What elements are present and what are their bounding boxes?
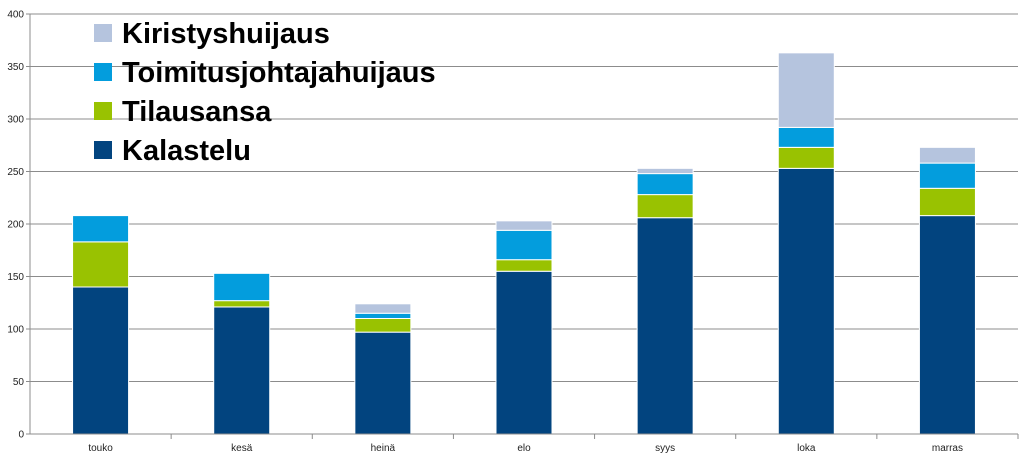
legend-swatch-kiristyshuijaus bbox=[94, 24, 112, 42]
bar-segment-kiristyshuijaus-syys bbox=[636, 167, 694, 175]
axes bbox=[26, 13, 1018, 435]
bar-segment-toimitusjohtajahuijaus-elo bbox=[495, 229, 553, 261]
x-tick-label: heinä bbox=[371, 443, 396, 454]
bar-segment-kiristyshuijaus-elo bbox=[495, 220, 553, 231]
y-axis-ticks: 0 50 100 150 200 250 300 350 400 bbox=[7, 10, 24, 441]
bar-segment-kalastelu-elo bbox=[495, 270, 553, 435]
legend-label-kiristyshuijaus: Kiristyshuijaus bbox=[122, 18, 330, 50]
x-tick-label: marras bbox=[932, 443, 963, 454]
bar-segment-kalastelu-loka bbox=[777, 167, 835, 435]
y-tick-label: 250 bbox=[7, 167, 24, 178]
legend-swatch-kalastelu bbox=[94, 141, 112, 159]
bar-segment-tilausansa-marras bbox=[918, 187, 976, 217]
y-tick-label: 50 bbox=[13, 377, 25, 388]
bar-segment-tilausansa-elo bbox=[495, 259, 553, 272]
bar-segment-toimitusjohtajahuijaus-kesä bbox=[213, 272, 271, 302]
y-tick-label: 400 bbox=[7, 10, 24, 21]
y-tick-label: 300 bbox=[7, 115, 24, 126]
bar-segment-toimitusjohtajahuijaus-heinä bbox=[354, 312, 412, 319]
bar-segment-tilausansa-kesä bbox=[213, 300, 271, 308]
legend-label-toimitusjohtajahuijaus: Toimitusjohtajahuijaus bbox=[122, 57, 436, 89]
bar-segment-toimitusjohtajahuijaus-touko bbox=[72, 215, 130, 243]
x-axis-ticks: touko kesä heinä elo syys loka marras bbox=[88, 434, 1019, 454]
legend-label-tilausansa: Tilausansa bbox=[122, 96, 272, 128]
bar-segment-kalastelu-touko bbox=[72, 286, 130, 435]
bar-segment-kalastelu-syys bbox=[636, 217, 694, 435]
legend-swatch-tilausansa bbox=[94, 102, 112, 120]
y-tick-label: 0 bbox=[18, 430, 24, 441]
bar-segment-toimitusjohtajahuijaus-marras bbox=[918, 162, 976, 189]
bar-segment-tilausansa-heinä bbox=[354, 318, 412, 333]
x-tick-label: elo bbox=[517, 443, 531, 454]
y-tick-label: 200 bbox=[7, 220, 24, 231]
bar-segment-kalastelu-heinä bbox=[354, 331, 412, 435]
legend-swatch-toimitusjohtajahuijaus bbox=[94, 63, 112, 81]
x-tick-label: touko bbox=[88, 443, 113, 454]
bar-segment-kalastelu-marras bbox=[918, 215, 976, 435]
legend: Kiristyshuijaus Toimitusjohtajahuijaus Til… bbox=[94, 18, 436, 167]
bars bbox=[72, 52, 976, 435]
bar-segment-toimitusjohtajahuijaus-syys bbox=[636, 173, 694, 196]
bar-segment-toimitusjohtajahuijaus-loka bbox=[777, 126, 835, 148]
bar-segment-tilausansa-loka bbox=[777, 146, 835, 169]
x-tick-label: loka bbox=[797, 443, 816, 454]
bar-segment-tilausansa-touko bbox=[72, 241, 130, 288]
bar-segment-kiristyshuijaus-heinä bbox=[354, 303, 412, 314]
x-tick-label: kesä bbox=[231, 443, 253, 454]
legend-label-kalastelu: Kalastelu bbox=[122, 135, 251, 167]
bar-segment-kalastelu-kesä bbox=[213, 306, 271, 435]
y-tick-label: 100 bbox=[7, 325, 24, 336]
x-tick-label: syys bbox=[655, 443, 675, 454]
bar-segment-kiristyshuijaus-loka bbox=[777, 52, 835, 128]
y-tick-label: 350 bbox=[7, 62, 24, 73]
bar-segment-tilausansa-syys bbox=[636, 194, 694, 219]
bar-segment-kiristyshuijaus-marras bbox=[918, 146, 976, 164]
y-tick-label: 150 bbox=[7, 272, 24, 283]
